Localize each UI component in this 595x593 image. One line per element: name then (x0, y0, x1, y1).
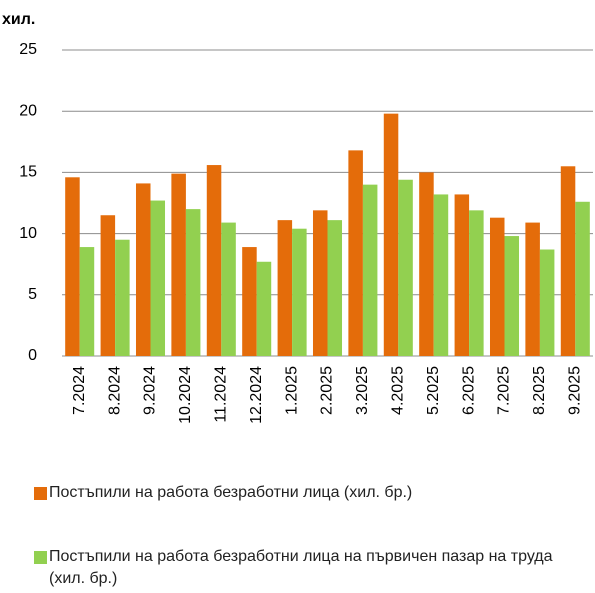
x-tick-label: 11.2024 (213, 366, 230, 423)
bar (135, 183, 151, 356)
chart: хил. 0 5 10 15 20 25 7.2024 8.2024 9.2024 10.2024… (2, 11, 593, 424)
bar (150, 200, 166, 356)
y-tick-label: 10 (19, 225, 37, 242)
bar (539, 249, 555, 356)
y-tick-label: 25 (19, 41, 37, 58)
x-tick-label: 6.2025 (460, 366, 477, 415)
legend-entry: Постъпили на работа безработни лица (хил… (34, 482, 569, 504)
bar (525, 222, 540, 356)
bar (433, 194, 449, 356)
bar (292, 228, 307, 356)
bar (277, 220, 293, 356)
bar (419, 172, 434, 356)
bar (327, 220, 343, 356)
bar (348, 150, 363, 356)
legend-swatch (34, 487, 47, 500)
bar (504, 236, 520, 356)
bar (115, 239, 130, 356)
x-tick-label: 7.2025 (496, 366, 513, 415)
y-tick-label: 15 (19, 164, 37, 181)
bar (362, 184, 378, 356)
x-tick-label: 12.2024 (248, 366, 265, 424)
x-tick-label: 3.2025 (354, 366, 371, 415)
bar (100, 215, 116, 356)
bar (79, 247, 95, 356)
bar (560, 166, 576, 356)
x-tick-label: 8.2024 (106, 366, 123, 415)
legend-swatch (34, 551, 47, 564)
legend-entry: Постъпили на работа безработни лица на п… (34, 546, 569, 590)
bar (171, 173, 186, 356)
bar (575, 201, 590, 356)
x-tick-label: 7.2024 (71, 366, 88, 415)
x-tick-label: 5.2025 (425, 366, 442, 415)
legend-label: Постъпили на работа безработни лица (хил… (49, 484, 413, 501)
x-tick-label: 10.2024 (177, 366, 194, 424)
x-tick-label: 9.2025 (567, 366, 584, 415)
x-tick-label: 1.2025 (283, 366, 300, 415)
bar (242, 247, 257, 356)
bar (469, 210, 484, 356)
x-tick-label: 2.2025 (319, 366, 336, 415)
bar (65, 177, 80, 356)
y-tick-label: 20 (19, 102, 37, 119)
bar (185, 209, 201, 356)
y-tick-label: 5 (28, 286, 37, 303)
bar (221, 222, 236, 356)
y-tick-label: 0 (28, 347, 37, 364)
bar (206, 165, 222, 356)
bar (489, 217, 505, 356)
x-tick-label: 9.2024 (142, 366, 159, 415)
x-tick-label: 8.2025 (531, 366, 548, 415)
y-axis-label: хил. (2, 11, 35, 28)
bar (312, 210, 328, 356)
bar (454, 194, 470, 356)
legend-label: Постъпили на работа безработни лица на п… (49, 548, 553, 587)
bar (256, 261, 272, 356)
x-tick-label: 4.2025 (390, 366, 407, 415)
bar (383, 113, 399, 356)
bar (398, 179, 413, 356)
